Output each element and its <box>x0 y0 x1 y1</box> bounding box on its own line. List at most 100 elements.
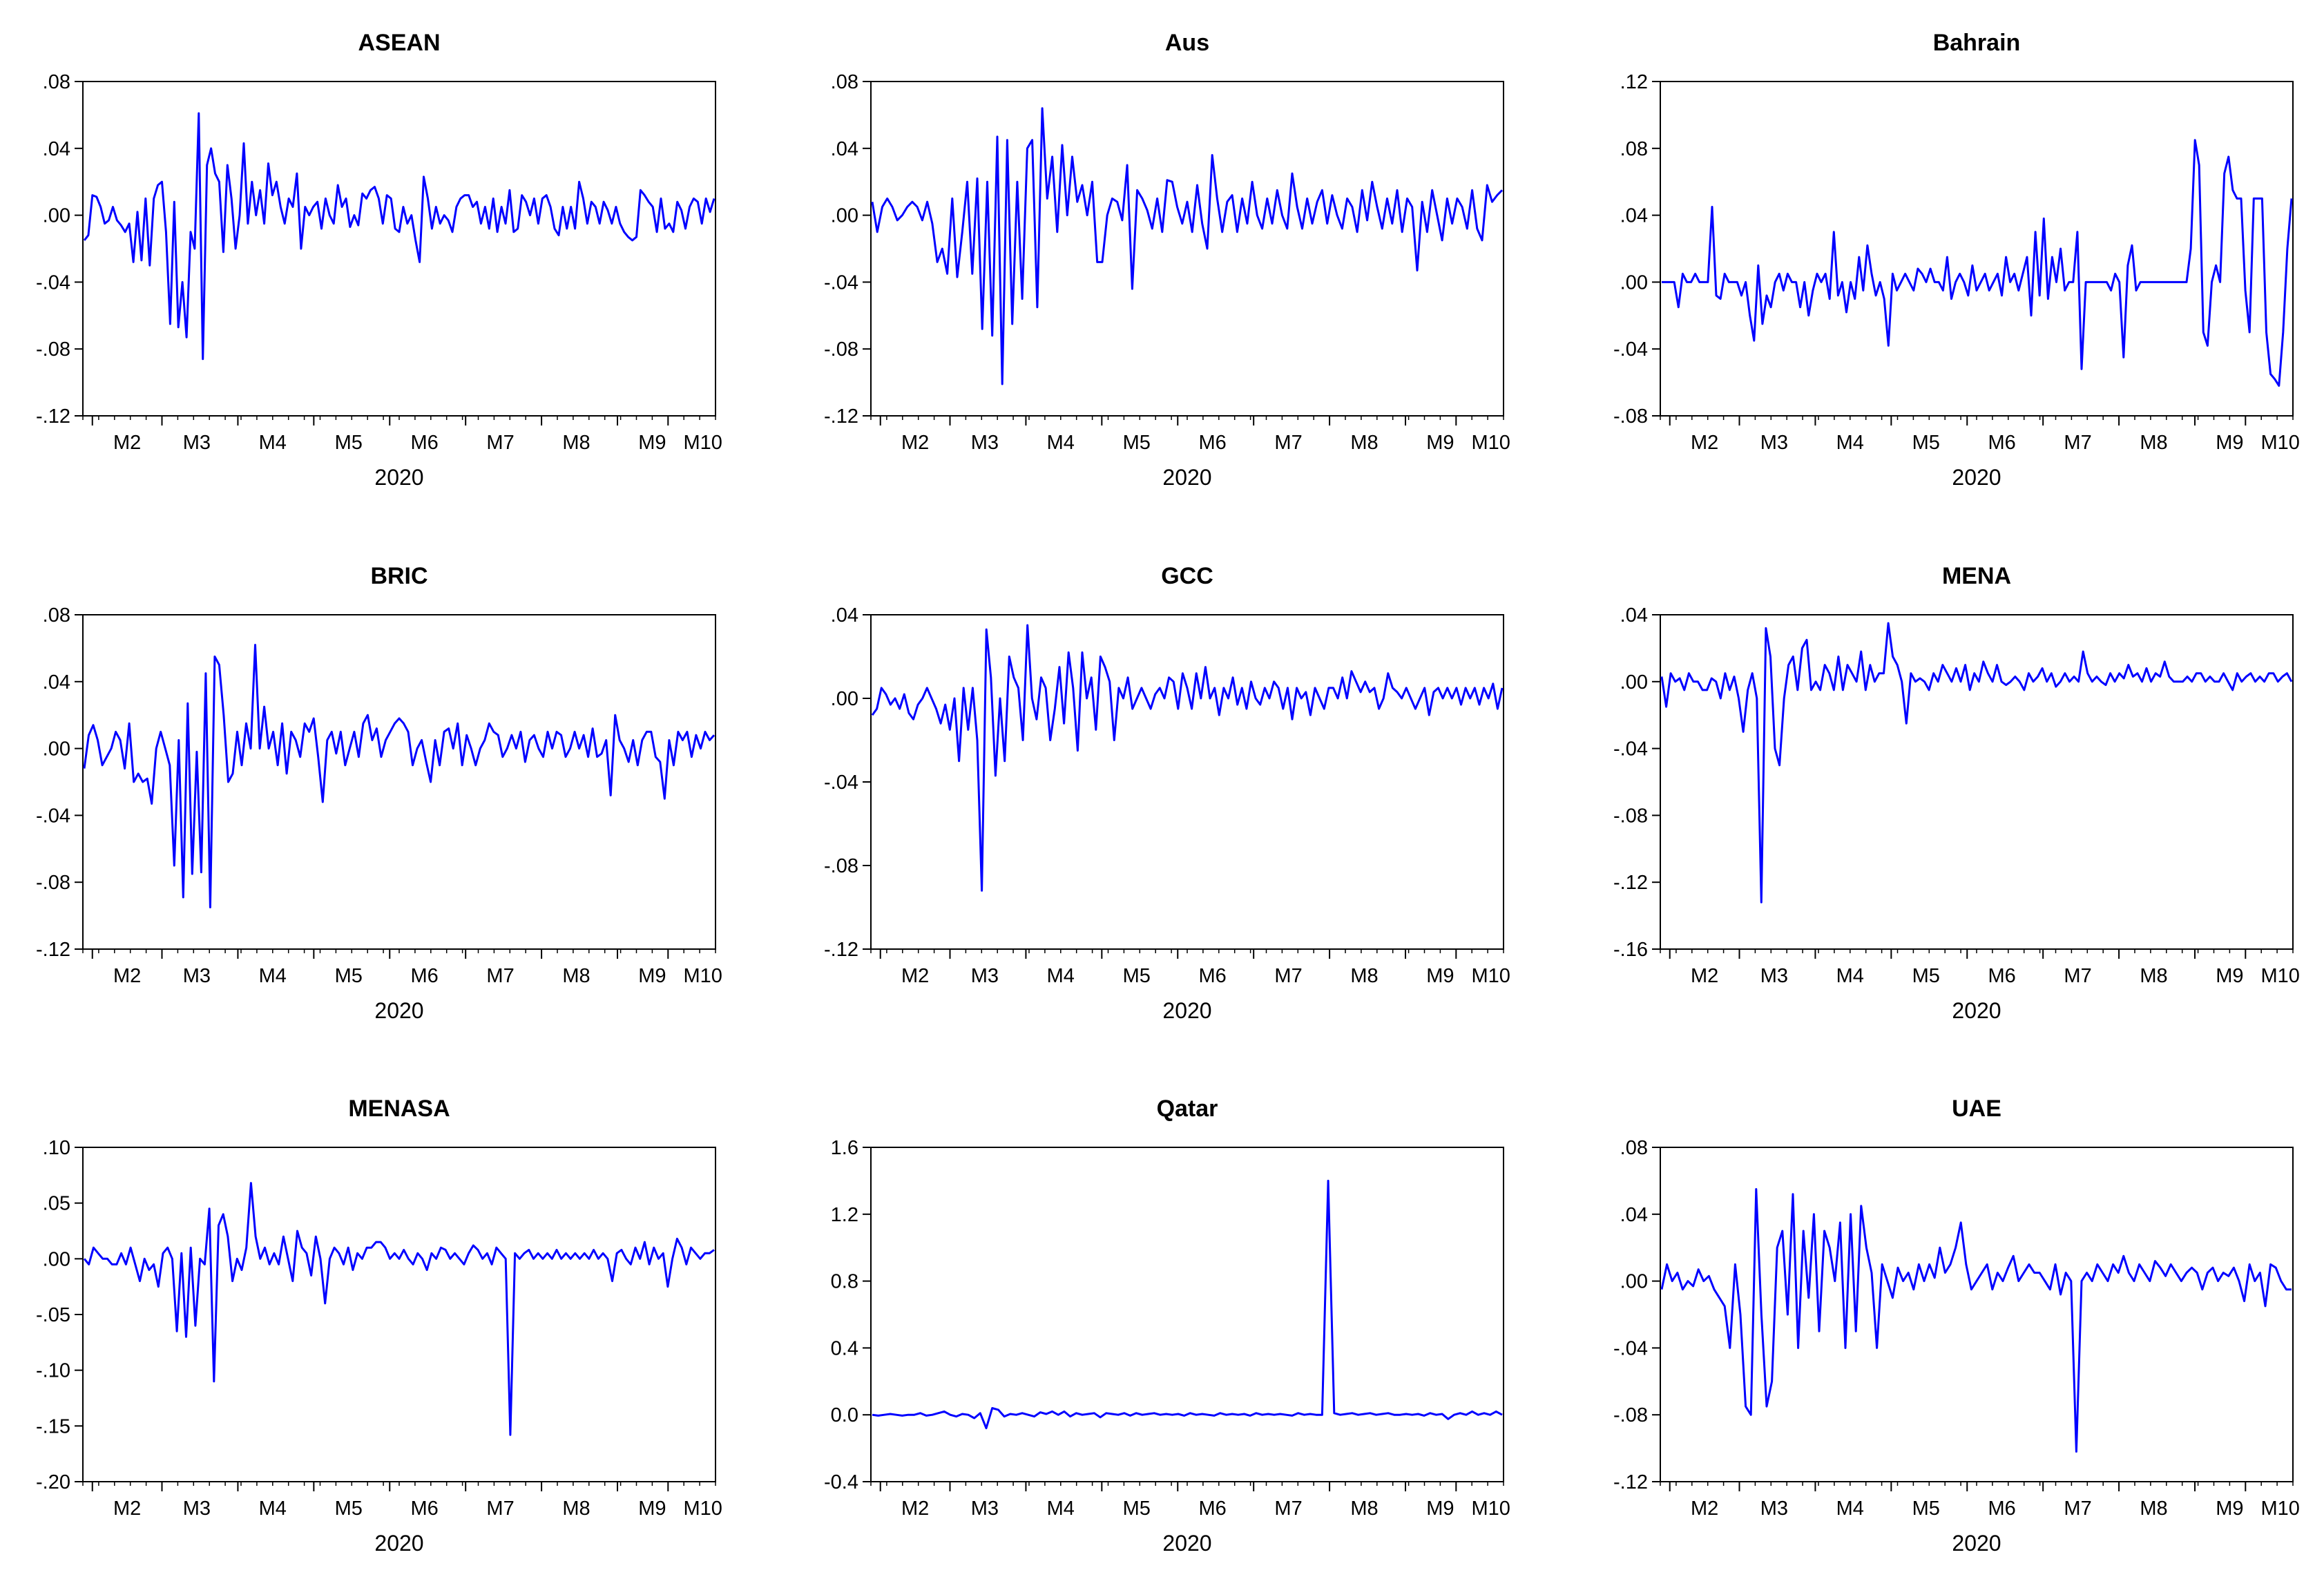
x-tick-label: M2 <box>901 1498 929 1520</box>
series-line-asean <box>83 112 716 361</box>
x-tick-label: M2 <box>1691 1498 1718 1520</box>
panel-title: ASEAN <box>358 30 440 56</box>
plot-frame <box>870 81 1504 417</box>
panel-mena: MENA .04 .00 -.04 -.08 -.12 -.16 M2 M3 M4 M5 M6 M7 M8… <box>1613 563 2300 1023</box>
x-tick-label: M8 <box>562 432 590 454</box>
series-line-menasa <box>83 1182 715 1436</box>
y-tick-label: .04 <box>43 671 70 694</box>
y-tick-label: .00 <box>1620 671 1648 694</box>
x-axis-label: 2020 <box>374 998 423 1023</box>
plot-frame <box>870 614 1504 950</box>
panel-asean: ASEAN .08 .04 .00 -.04 -.08 -.12 M2 M3 M4 M5 M6 M7 M8… <box>36 30 722 490</box>
x-tick-label: M2 <box>113 432 141 454</box>
x-tick-label: M9 <box>638 965 666 987</box>
x-tick-label: M10 <box>2260 432 2299 454</box>
y-tick-label: -.04 <box>1613 738 1648 761</box>
x-tick-label: M10 <box>2260 965 2299 987</box>
x-tick-label: M3 <box>971 1498 999 1520</box>
y-tick-label: -.04 <box>1613 338 1648 361</box>
y-tick-label: -.12 <box>36 405 70 428</box>
y-tick-label: -.08 <box>36 338 70 361</box>
x-tick-label: M8 <box>1350 965 1378 987</box>
y-tick-label: .08 <box>43 71 70 93</box>
y-tick-label: -.04 <box>36 271 70 294</box>
x-tick-label: M6 <box>410 1498 438 1520</box>
x-axis-label: 2020 <box>1162 1531 1211 1556</box>
x-tick-label: M4 <box>1836 1498 1864 1520</box>
panel-aus: Aus .08 .04 .00 -.04 -.08 -.12 M2 M3 M4 M5 M6 M7 M8 M9… <box>824 30 1510 490</box>
x-tick-label: M3 <box>1760 432 1788 454</box>
series-line-bahrain <box>1662 139 2293 387</box>
y-tick-label: -.12 <box>824 405 858 428</box>
x-tick-label: M10 <box>1471 965 1510 987</box>
x-tick-label: M10 <box>1471 432 1510 454</box>
plot-frame <box>82 81 716 417</box>
x-tick-label: M5 <box>1123 965 1151 987</box>
panel-title: GCC <box>1161 563 1213 589</box>
x-axis-label: 2020 <box>374 1531 423 1556</box>
y-tick-label: .08 <box>43 604 70 627</box>
y-tick-label: -.04 <box>824 271 858 294</box>
x-tick-label: M6 <box>1198 432 1226 454</box>
x-tick-label: M5 <box>1912 1498 1940 1520</box>
panel-uae: UAE .08 .04 .00 -.04 -.08 -.12 M2 M3 M4 M5 M6 M7 M8 M9… <box>1613 1096 2300 1556</box>
x-tick-label: M3 <box>1760 965 1788 987</box>
y-tick-label: .00 <box>1620 1271 1648 1293</box>
x-axis-label: 2020 <box>1952 465 2001 490</box>
x-tick-label: M5 <box>335 1498 363 1520</box>
x-tick-label: M4 <box>1836 432 1864 454</box>
x-tick-label: M10 <box>683 1498 722 1520</box>
x-tick-label: M10 <box>683 965 722 987</box>
series-line-uae <box>1660 1188 2292 1453</box>
panel-title: Qatar <box>1157 1096 1218 1122</box>
x-tick-label: M3 <box>183 1498 211 1520</box>
panel-title: BRIC <box>370 563 428 589</box>
y-tick-label: .10 <box>43 1137 70 1159</box>
x-tick-label: M2 <box>113 965 141 987</box>
panel-title: Aus <box>1165 30 1209 56</box>
x-tick-label: M8 <box>2140 1498 2167 1520</box>
x-tick-label: M5 <box>1123 1498 1151 1520</box>
panel-title: MENASA <box>348 1096 450 1122</box>
y-tick-label: .04 <box>1620 1204 1648 1226</box>
x-axis-label: 2020 <box>1952 1531 2001 1556</box>
x-tick-label: M5 <box>1912 965 1940 987</box>
x-tick-label: M9 <box>1426 1498 1454 1520</box>
y-tick-label: -.10 <box>36 1360 70 1382</box>
x-tick-label: M8 <box>1350 432 1378 454</box>
x-tick-label: M9 <box>2216 965 2243 987</box>
y-tick-label: -0.4 <box>824 1471 858 1493</box>
x-axis-label: 2020 <box>1952 998 2001 1023</box>
x-tick-label: M4 <box>259 432 287 454</box>
x-tick-label: M6 <box>1988 432 2015 454</box>
y-tick-label: -.08 <box>1613 405 1648 428</box>
y-tick-label: -.08 <box>1613 805 1648 827</box>
x-tick-label: M8 <box>562 1498 590 1520</box>
x-tick-label: M2 <box>1691 432 1718 454</box>
y-tick-label: .05 <box>43 1193 70 1215</box>
y-tick-label: .00 <box>1620 271 1648 294</box>
y-tick-label: -.20 <box>36 1471 70 1493</box>
x-tick-label: M4 <box>1047 965 1075 987</box>
y-tick-label: -.12 <box>36 939 70 961</box>
y-tick-label: 0.8 <box>831 1271 858 1293</box>
x-tick-label: M2 <box>1691 965 1718 987</box>
y-tick-label: .00 <box>43 1248 70 1270</box>
y-tick-label: .04 <box>831 604 858 627</box>
y-tick-label: -.08 <box>824 855 858 877</box>
x-tick-label: M2 <box>901 965 929 987</box>
x-tick-label: M6 <box>1198 965 1226 987</box>
y-tick-label: .00 <box>43 738 70 761</box>
x-tick-label: M9 <box>638 432 666 454</box>
x-tick-label: M2 <box>901 432 929 454</box>
x-tick-label: M9 <box>1426 432 1454 454</box>
x-tick-label: M2 <box>113 1498 141 1520</box>
y-tick-label: .04 <box>1620 604 1648 627</box>
x-tick-label: M9 <box>638 1498 666 1520</box>
x-tick-label: M8 <box>1350 1498 1378 1520</box>
series-line-qatar <box>872 1179 1503 1430</box>
x-tick-label: M5 <box>335 965 363 987</box>
y-tick-label: .04 <box>1620 205 1648 227</box>
y-tick-label: .04 <box>831 138 858 160</box>
